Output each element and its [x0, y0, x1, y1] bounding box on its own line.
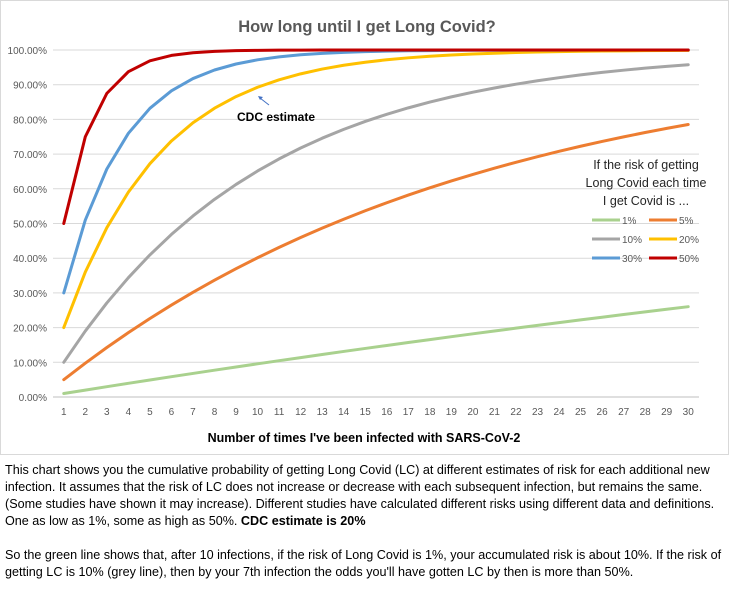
y-tick-label: 40.00% — [13, 254, 47, 265]
x-tick-label: 27 — [618, 407, 630, 418]
y-tick-label: 80.00% — [13, 115, 47, 126]
x-tick-label: 23 — [532, 407, 544, 418]
y-tick-label: 70.00% — [13, 150, 47, 161]
x-tick-label: 26 — [597, 407, 609, 418]
x-tick-label: 4 — [126, 407, 132, 418]
legend: If the risk of getting Long Covid each ti… — [586, 158, 707, 265]
x-axis-title: Number of times I've been infected with … — [208, 431, 521, 445]
chart-caption: This chart shows you the cumulative prob… — [5, 462, 727, 598]
x-tick-label: 3 — [104, 407, 110, 418]
x-tick-label: 14 — [338, 407, 350, 418]
series-line-10pct — [62, 63, 690, 364]
x-tick-label: 8 — [212, 407, 218, 418]
x-tick-label: 1 — [61, 407, 67, 418]
x-tick-label: 13 — [317, 407, 329, 418]
caption-p1-bold: CDC estimate is 20% — [240, 514, 366, 528]
x-tick-label: 11 — [274, 407, 285, 418]
y-tick-label: 30.00% — [13, 289, 47, 300]
legend-label: 30% — [622, 254, 642, 265]
x-tick-label: 20 — [467, 407, 479, 418]
x-tick-label: 15 — [360, 407, 372, 418]
series-lines — [62, 48, 690, 396]
line-chart: 0.00% 10.00% 20.00% 30.00% 40.00% 50.00% 60.00… — [8, 18, 707, 445]
legend-label: 50% — [679, 254, 699, 265]
caption-p1-text: This chart shows you the cumulative prob… — [5, 463, 715, 528]
legend-title-line: If the risk of getting — [593, 158, 699, 172]
x-tick-label: 19 — [446, 407, 458, 418]
legend-label: 1% — [622, 216, 637, 227]
x-tick-label: 7 — [190, 407, 196, 418]
series-line-1pct — [62, 305, 690, 396]
legend-title-line: Long Covid each time — [586, 176, 707, 190]
x-tick-label: 5 — [147, 407, 153, 418]
x-tick-label: 9 — [233, 407, 239, 418]
y-tick-label: 60.00% — [13, 185, 47, 196]
x-tick-label: 28 — [640, 407, 652, 418]
series-line-5pct — [62, 122, 690, 382]
series-line-50pct — [62, 48, 690, 225]
x-tick-label: 6 — [169, 407, 175, 418]
legend-label: 10% — [622, 235, 642, 246]
legend-label: 20% — [679, 235, 699, 246]
x-tick-label: 21 — [489, 407, 501, 418]
x-tick-label: 17 — [403, 407, 415, 418]
y-tick-label: 100.00% — [8, 46, 48, 57]
caption-paragraph-2: So the green line shows that, after 10 i… — [5, 548, 722, 579]
legend-title-line: I get Covid is ... — [603, 194, 689, 208]
y-tick-label: 90.00% — [13, 81, 47, 92]
annotation-arrowhead — [258, 96, 263, 100]
chart-area: 0.00% 10.00% 20.00% 30.00% 40.00% 50.00% 60.00… — [0, 0, 729, 455]
y-tick-label: 20.00% — [13, 324, 47, 335]
caption-paragraph-1: This chart shows you the cumulative prob… — [5, 462, 727, 530]
x-tick-label: 16 — [381, 407, 393, 418]
x-tick-label: 10 — [252, 407, 264, 418]
y-tick-label: 50.00% — [13, 220, 47, 231]
x-tick-label: 12 — [295, 407, 307, 418]
y-tick-label: 10.00% — [13, 358, 47, 369]
x-tick-label: 18 — [424, 407, 436, 418]
axes: 0.00% 10.00% 20.00% 30.00% 40.00% 50.00% 60.00… — [8, 46, 699, 418]
x-tick-label: 30 — [683, 407, 695, 418]
y-tick-label: 0.00% — [19, 393, 47, 404]
x-tick-label: 2 — [83, 407, 89, 418]
x-tick-label: 24 — [553, 407, 565, 418]
x-tick-label: 25 — [575, 407, 587, 418]
annotation-label: CDC estimate — [237, 110, 315, 124]
chart-title: How long until I get Long Covid? — [238, 18, 496, 36]
x-tick-label: 22 — [510, 407, 522, 418]
x-tick-label: 29 — [661, 407, 673, 418]
annotation-arrow — [259, 97, 270, 106]
legend-label: 5% — [679, 216, 694, 227]
cdc-annotation: CDC estimate — [237, 96, 315, 124]
